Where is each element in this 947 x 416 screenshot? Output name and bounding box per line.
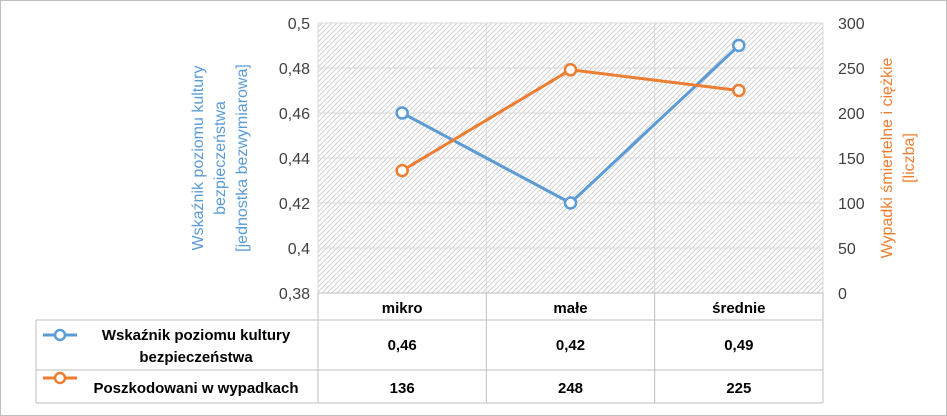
data-point [563, 196, 578, 210]
table-value: 136 [390, 380, 415, 397]
series-name-line: bezpieczeństwa [139, 349, 253, 366]
table-value: 225 [726, 380, 751, 397]
series-name: Poszkodowani w wypadkach [93, 380, 298, 397]
right-axis-title-line: [liczba] [901, 133, 918, 183]
table-value: 0,49 [724, 337, 753, 354]
left-axis-title-line: [jednostka bezwymiarowa] [234, 64, 251, 252]
left-axis-tick-label: 0,42 [279, 196, 310, 213]
legend-marker [53, 371, 67, 385]
right-axis-tick-label: 100 [838, 196, 865, 213]
left-axis-tick-label: 0,4 [288, 241, 310, 258]
right-axis-tick-label: 50 [838, 241, 856, 258]
right-axis-tick-label: 200 [838, 106, 865, 123]
left-axis-title: Wskaźnik poziomu kultury bezpieczeństwa [j… [190, 64, 251, 252]
left-axis-tick-label: 0,46 [279, 106, 310, 123]
series-name-line: Wskaźnik poziomu kultury [102, 327, 291, 344]
data-point [395, 163, 409, 178]
table-value: 0,46 [388, 337, 417, 354]
left-axis-tick-label: 0,48 [279, 61, 310, 78]
legend-marker [53, 328, 67, 342]
left-axis-title-line: Wskaźnik poziomu kultury [190, 66, 207, 251]
data-point [732, 38, 746, 53]
category-label: małe [553, 300, 587, 317]
data-point [732, 83, 746, 98]
data-point [395, 106, 409, 120]
right-axis-tick-label: 250 [838, 61, 865, 78]
left-axis-tick-label: 0,44 [279, 151, 310, 168]
right-axis-tick-label: 0 [838, 286, 847, 303]
right-axis-title-line: Wypadki śmiertelne i ciężkie [879, 57, 896, 258]
right-axis-tick-label: 150 [838, 151, 865, 168]
table-value: 248 [558, 380, 583, 397]
left-axis-tick-label: 0,38 [279, 286, 310, 303]
left-axis-title-line: bezpieczeństwa [212, 101, 229, 215]
category-label: mikro [382, 300, 423, 317]
category-label: średnie [712, 300, 765, 317]
table-value: 0,42 [556, 337, 585, 354]
left-axis-tick-label: 0,5 [288, 16, 310, 33]
right-axis-title: Wypadki śmiertelne i ciężkie [liczba] [879, 57, 918, 258]
data-point [563, 63, 578, 77]
series-name: Wskaźnik poziomu kultury bezpieczeństwa [102, 327, 291, 366]
right-axis-tick-label: 300 [838, 16, 865, 33]
